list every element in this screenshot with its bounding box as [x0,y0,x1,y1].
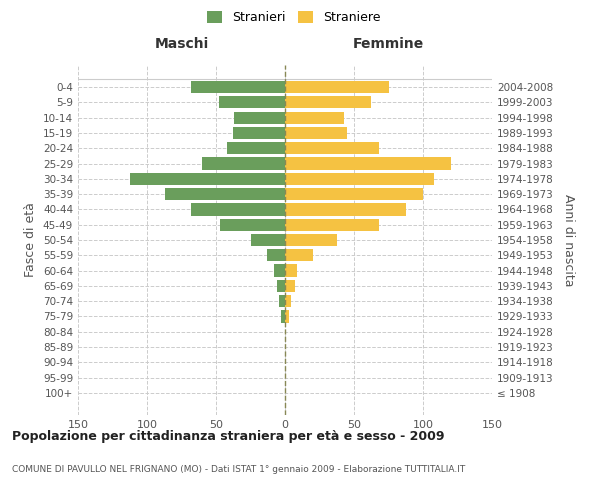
Text: Femmine: Femmine [353,37,424,51]
Bar [202,158,285,170]
Text: Popolazione per cittadinanza straniera per età e sesso - 2009: Popolazione per cittadinanza straniera p… [12,430,445,443]
Bar [234,112,285,124]
Bar [274,264,285,276]
Legend: Stranieri, Straniere: Stranieri, Straniere [202,6,386,29]
Bar [219,96,285,108]
Text: COMUNE DI PAVULLO NEL FRIGNANO (MO) - Dati ISTAT 1° gennaio 2009 - Elaborazione : COMUNE DI PAVULLO NEL FRIGNANO (MO) - Da… [12,465,465,474]
Bar [130,172,285,185]
Bar [285,204,406,216]
Bar [285,234,337,246]
Y-axis label: Anni di nascita: Anni di nascita [562,194,575,286]
Bar [165,188,285,200]
Bar [285,158,451,170]
Bar [285,81,389,93]
Bar [233,127,285,139]
Bar [285,172,434,185]
Bar [285,310,289,322]
Bar [285,142,379,154]
Bar [285,218,379,231]
Bar [285,264,298,276]
Bar [285,188,423,200]
Bar [285,280,295,292]
Bar [191,204,285,216]
Bar [220,218,285,231]
Bar [285,112,344,124]
Bar [227,142,285,154]
Bar [191,81,285,93]
Bar [267,249,285,262]
Bar [251,234,285,246]
Bar [285,127,347,139]
Y-axis label: Fasce di età: Fasce di età [25,202,37,278]
Bar [277,280,285,292]
Text: Maschi: Maschi [154,37,209,51]
Bar [285,249,313,262]
Bar [281,310,285,322]
Bar [285,295,290,308]
Bar [285,96,371,108]
Bar [280,295,285,308]
